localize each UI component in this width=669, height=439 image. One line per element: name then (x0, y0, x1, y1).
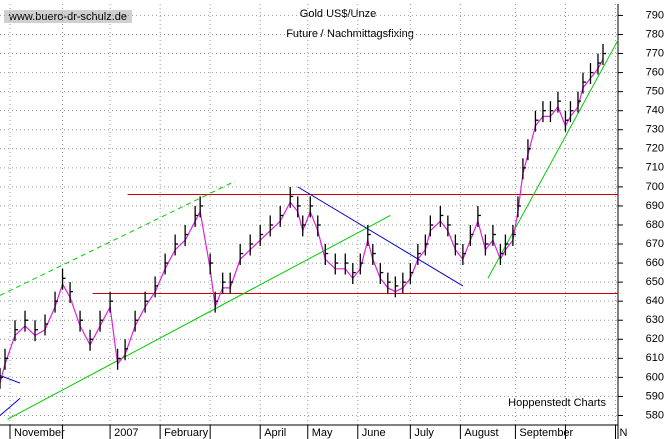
trendline (7, 215, 391, 420)
x-tick-label: September (519, 427, 573, 439)
y-tick-label: 780 (646, 28, 664, 40)
x-tick-label: July (414, 427, 434, 439)
y-tick-label: 580 (646, 409, 664, 421)
legend-entry: Future (286, 28, 318, 40)
trendline (0, 375, 21, 384)
y-tick-label: 640 (646, 295, 664, 307)
x-tick-label: February (164, 427, 209, 439)
x-tick-label: 2007 (114, 427, 138, 439)
y-tick-label: 650 (646, 276, 664, 288)
y-tick-label: 590 (646, 390, 664, 402)
y-tick-label: 620 (646, 333, 664, 345)
y-tick-label: 770 (646, 47, 664, 59)
y-tick-label: 720 (646, 143, 664, 155)
watermark-box (4, 10, 132, 23)
y-tick-label: 790 (646, 9, 664, 21)
y-tick-label: 630 (646, 314, 664, 326)
y-tick-label: 670 (646, 238, 664, 250)
source: Hoppenstedt Charts (508, 397, 606, 409)
x-tick-label: April (264, 427, 286, 439)
y-tick-label: 680 (646, 219, 664, 231)
x-tick-label: May (312, 427, 333, 439)
trendline (0, 397, 21, 416)
watermark: www.buero-dr-schulz.de (8, 11, 127, 23)
chart-title: Gold US$/Unze (300, 8, 376, 20)
x-tick-label: November (14, 427, 65, 439)
y-tick-label: 600 (646, 371, 664, 383)
y-tick-label: 690 (646, 200, 664, 212)
y-tick-label: 610 (646, 352, 664, 364)
y-tick-label: 710 (646, 162, 664, 174)
y-tick-label: 700 (646, 181, 664, 193)
y-tick-label: 750 (646, 86, 664, 98)
trendline (487, 39, 619, 279)
x-tick-label: N (619, 427, 627, 439)
y-tick-label: 760 (646, 66, 664, 78)
trendline (0, 180, 236, 296)
x-tick-label: August (464, 427, 498, 439)
legend-separator: / (320, 28, 324, 40)
trendline (297, 186, 464, 287)
y-tick-label: 660 (646, 257, 664, 269)
y-tick-label: 730 (646, 124, 664, 136)
legend-entry: Nachmittagsfixing (327, 28, 414, 40)
y-tick-label: 740 (646, 105, 664, 117)
x-tick-label: June (362, 427, 386, 439)
